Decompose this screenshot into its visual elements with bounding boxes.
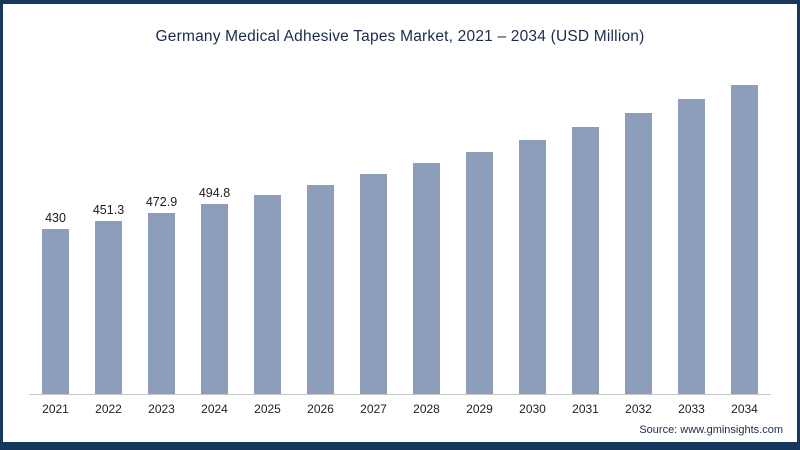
chart-title: Germany Medical Adhesive Tapes Market, 2…: [155, 28, 645, 45]
x-tick-2026: 2026: [307, 402, 334, 416]
x-axis-labels: 2021 2022 2023 2024 2025 2026 2027 2028 2029 2030…: [3, 395, 797, 416]
x-tick-2031: 2031: [572, 402, 599, 416]
x-tick-2028: 2028: [413, 402, 440, 416]
x-tick-2030: 2030: [519, 402, 546, 416]
bar-2034: [731, 84, 758, 394]
bar-column-2021: 430: [29, 64, 82, 394]
x-tick-2033: 2033: [678, 402, 705, 416]
bar-2025: [254, 194, 281, 394]
data-label-2021: 430: [45, 211, 66, 225]
bar-column-2026: [294, 64, 347, 394]
bar-column-2029: [453, 64, 506, 394]
bar-column-2030: [506, 64, 559, 394]
bar-column-2033: [665, 64, 718, 394]
bar-2032: [625, 113, 652, 394]
bar-2031: [572, 126, 599, 394]
bar-2022: [95, 220, 122, 394]
x-tick-2022: 2022: [95, 402, 122, 416]
x-tick-2025: 2025: [254, 402, 281, 416]
data-label-2023: 472.9: [145, 194, 178, 209]
bar-2028: [413, 163, 440, 394]
bar-column-2034: [718, 64, 771, 394]
bar-2030: [519, 139, 546, 394]
bar-2024: [201, 204, 228, 394]
bar-column-2027: [347, 64, 400, 394]
bar-2027: [360, 174, 387, 394]
source-prefix: Source:: [639, 424, 681, 436]
x-tick-2027: 2027: [360, 402, 387, 416]
bar-column-2028: [400, 64, 453, 394]
data-label-2024: 494.8: [198, 186, 231, 201]
x-tick-2029: 2029: [466, 402, 493, 416]
x-tick-2023: 2023: [148, 402, 175, 416]
bar-column-2032: [612, 64, 665, 394]
bar-2026: [307, 184, 334, 394]
data-label-2022: 451.3: [92, 202, 125, 217]
bar-column-2025: [241, 64, 294, 394]
x-tick-2032: 2032: [625, 402, 652, 416]
x-tick-2034: 2034: [731, 402, 758, 416]
bar-column-2023: 472.9: [135, 64, 188, 394]
source-link[interactable]: www.gminsights.com: [680, 424, 783, 436]
plot-area: 430 451.3 472.9 494.8: [3, 46, 797, 395]
x-tick-2024: 2024: [201, 402, 228, 416]
bar-column-2031: [559, 64, 612, 394]
x-tick-2021: 2021: [42, 402, 69, 416]
bar-2029: [466, 151, 493, 394]
bar-column-2022: 451.3: [82, 64, 135, 394]
bar-column-2024: 494.8: [188, 64, 241, 394]
bars-area: 430 451.3 472.9 494.8: [29, 64, 771, 395]
source-attribution: Source: www.gminsights.com: [3, 416, 797, 442]
bar-2021: [42, 229, 69, 394]
bar-2033: [678, 99, 705, 394]
bar-2023: [148, 212, 175, 394]
